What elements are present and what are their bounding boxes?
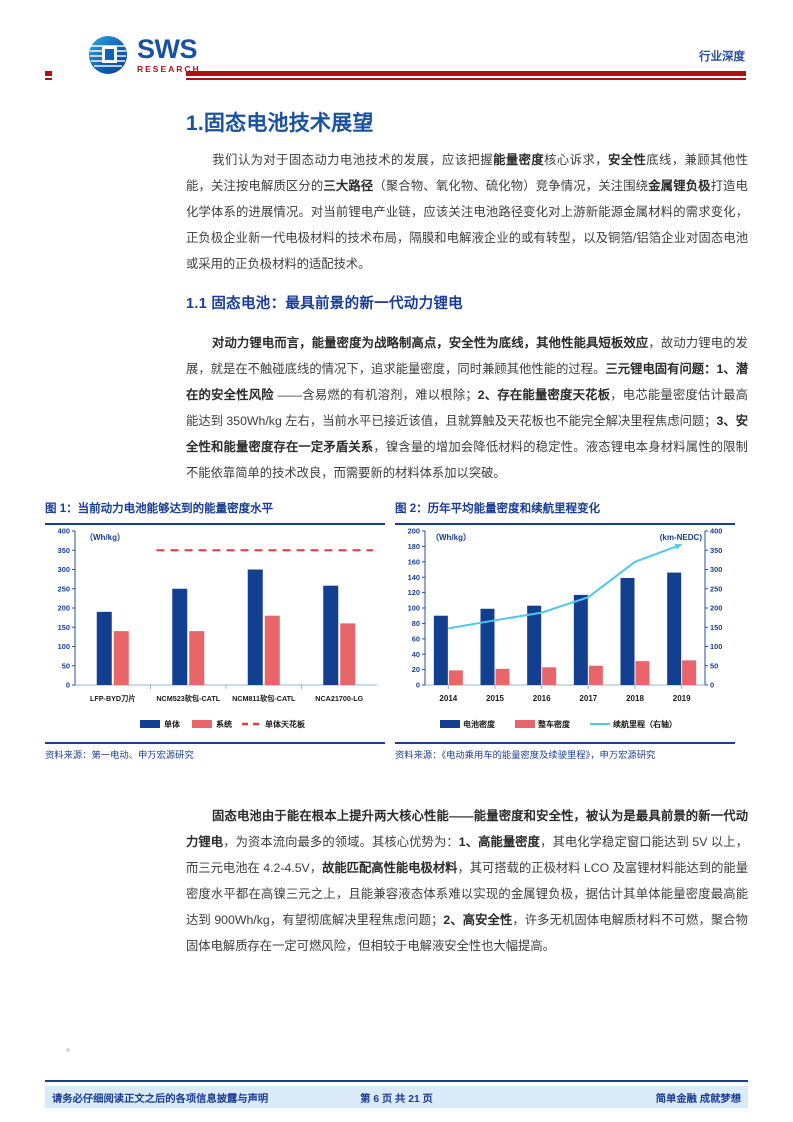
svg-text:NCM811软包-CATL: NCM811软包-CATL bbox=[232, 694, 296, 703]
paragraph-intro: 我们认为对于固态动力电池技术的发展，应该把握能量密度核心诉求，安全性底线，兼顾其… bbox=[186, 153, 748, 271]
svg-text:50: 50 bbox=[710, 661, 718, 670]
logo-wordmark: SWS bbox=[137, 34, 198, 65]
svg-text:0: 0 bbox=[710, 681, 714, 690]
svg-text:350: 350 bbox=[710, 546, 722, 555]
svg-text:40: 40 bbox=[412, 650, 420, 659]
svg-text:2015: 2015 bbox=[486, 694, 504, 703]
svg-text:80: 80 bbox=[412, 619, 420, 628]
svg-text:300: 300 bbox=[710, 565, 722, 574]
figure-1: 图 1：当前动力电池能够达到的能量密度水平 0 50 100 150 200 250 300… bbox=[45, 502, 385, 794]
svg-text:0: 0 bbox=[416, 681, 420, 690]
svg-text:300: 300 bbox=[58, 565, 70, 574]
svg-text:2018: 2018 bbox=[626, 694, 644, 703]
svg-text:200: 200 bbox=[58, 604, 70, 613]
figure-2-title: 图 2：历年平均能量密度和续航里程变化 bbox=[395, 503, 601, 515]
sws-globe-logo-icon bbox=[86, 33, 130, 77]
figure-1-chart: 0 50 100 150 200 250 300 350 400 （Wh/kg） LFP-BYD刀片… bbox=[45, 525, 385, 740]
header-rule-thick bbox=[186, 71, 746, 76]
svg-text:60: 60 bbox=[412, 634, 420, 643]
svg-text:NCA21700-LG: NCA21700-LG bbox=[315, 694, 363, 703]
svg-text:180: 180 bbox=[408, 542, 420, 551]
svg-text:120: 120 bbox=[408, 588, 420, 597]
svg-text:250: 250 bbox=[58, 584, 70, 593]
svg-text:0: 0 bbox=[66, 681, 70, 690]
svg-text:50: 50 bbox=[62, 661, 70, 670]
svg-text:（Wh/kg）: （Wh/kg） bbox=[431, 532, 471, 542]
figure-1-rule-top bbox=[45, 523, 385, 525]
svg-text:100: 100 bbox=[58, 642, 70, 651]
paragraph-solid-state: 固态电池由于能在根本上提升两大核心性能——能量密度和安全性，被认为是最具前景的新… bbox=[186, 809, 749, 953]
svg-text:整车密度: 整车密度 bbox=[537, 719, 571, 729]
svg-text:200: 200 bbox=[710, 604, 722, 613]
paragraph-density: 对动力锂电而言，能量密度为战略制高点，安全性为底线，其他性能具短板效应，故动力锂… bbox=[186, 336, 749, 480]
svg-text:系统: 系统 bbox=[216, 719, 232, 729]
header-rule-left-thin bbox=[45, 78, 52, 80]
svg-text:(km-NEDC): (km-NEDC) bbox=[660, 533, 703, 542]
svg-text:续航里程（右轴）: 续航里程（右轴） bbox=[613, 719, 677, 729]
section-heading: 1.固态电池技术展望 bbox=[186, 112, 374, 135]
svg-text:150: 150 bbox=[710, 623, 722, 632]
svg-text:2014: 2014 bbox=[439, 694, 457, 703]
footer-slogan: 简单金融 成就梦想 bbox=[655, 1094, 741, 1105]
svg-text:LFP-BYD刀片: LFP-BYD刀片 bbox=[90, 694, 136, 703]
svg-text:350: 350 bbox=[58, 546, 70, 555]
logo-subtitle: RESEARCH bbox=[137, 64, 201, 75]
header-rule-left-thick bbox=[45, 71, 52, 76]
svg-text:20: 20 bbox=[412, 665, 420, 674]
page-margin-dot bbox=[66, 1048, 70, 1052]
svg-text:100: 100 bbox=[408, 604, 420, 613]
figure-1-rule-bottom bbox=[45, 742, 385, 744]
figure-2-svg: 0 20 40 60 80 100 120 140 160 180 200 0 50 100 150 200 2… bbox=[408, 527, 723, 729]
figure-1-source: 资料来源：第一电动、申万宏源研究 bbox=[45, 749, 194, 760]
subsection-heading: 1.1 固态电池：最具前景的新一代动力锂电 bbox=[186, 296, 463, 312]
figure-1-svg: 0 50 100 150 200 250 300 350 400 （Wh/kg） LFP-BYD刀片… bbox=[58, 527, 377, 729]
brand-logo: SWS RESEARCH bbox=[86, 33, 201, 77]
figure-2-rule-top bbox=[395, 523, 735, 525]
figure-2: 图 2：历年平均能量密度和续航里程变化 0 20 40 60 80 100 120 140 16… bbox=[395, 502, 735, 794]
header-rule-thin bbox=[186, 78, 746, 80]
svg-text:200: 200 bbox=[408, 527, 420, 536]
svg-text:400: 400 bbox=[58, 527, 70, 536]
svg-text:400: 400 bbox=[710, 527, 722, 536]
svg-text:（Wh/kg）: （Wh/kg） bbox=[85, 532, 125, 542]
svg-text:NCM523软包-CATL: NCM523软包-CATL bbox=[156, 694, 220, 703]
header-category-label: 行业深度 bbox=[699, 51, 745, 63]
svg-text:单体天花板: 单体天花板 bbox=[265, 719, 306, 729]
svg-text:电池密度: 电池密度 bbox=[463, 719, 496, 729]
figure-2-source: 资料来源：《电动乘用车的能量密度及续驶里程》，申万宏源研究 bbox=[395, 749, 656, 760]
figure-1-title: 图 1：当前动力电池能够达到的能量密度水平 bbox=[45, 503, 274, 515]
footer-bar bbox=[45, 1086, 748, 1108]
svg-text:2017: 2017 bbox=[579, 694, 597, 703]
page-header: SWS RESEARCH 行业深度 bbox=[0, 0, 793, 92]
svg-text:2016: 2016 bbox=[533, 694, 551, 703]
svg-text:2019: 2019 bbox=[673, 694, 691, 703]
svg-text:150: 150 bbox=[58, 623, 70, 632]
footer-rule bbox=[45, 1080, 748, 1082]
footer-disclaimer: 请务必仔细阅读正文之后的各项信息披露与声明 bbox=[52, 1094, 269, 1105]
svg-text:140: 140 bbox=[408, 573, 420, 582]
page-footer: 请务必仔细阅读正文之后的各项信息披露与声明 第 6 页 共 21 页 简单金融 … bbox=[0, 1080, 793, 1122]
figure-2-rule-bottom bbox=[395, 742, 735, 744]
figure-2-chart: 0 20 40 60 80 100 120 140 160 180 200 0 50 100 150 200 2… bbox=[395, 525, 735, 740]
svg-text:单体: 单体 bbox=[164, 719, 181, 729]
svg-text:250: 250 bbox=[710, 584, 722, 593]
svg-text:100: 100 bbox=[710, 642, 722, 651]
footer-page-number: 第 6 页 共 21 页 bbox=[360, 1094, 433, 1105]
figures-row: 图 1：当前动力电池能够达到的能量密度水平 0 50 100 150 200 250 300… bbox=[45, 502, 748, 794]
svg-text:160: 160 bbox=[408, 557, 420, 566]
